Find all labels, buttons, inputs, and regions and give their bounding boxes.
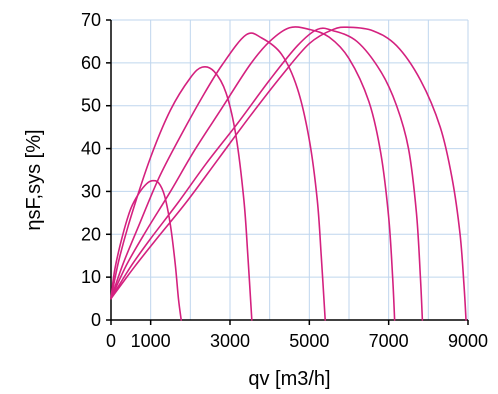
y-tick-label: 50 <box>81 96 101 116</box>
y-tick-label: 0 <box>91 310 101 330</box>
series-line-4 <box>110 26 396 321</box>
y-axis-title: ηsF,sys [%] <box>23 129 45 230</box>
y-tick-label: 30 <box>81 181 101 201</box>
y-tick-label: 60 <box>81 53 101 73</box>
series-line-2 <box>110 65 253 321</box>
series-line-6 <box>110 26 467 321</box>
x-tick-label: 3000 <box>210 331 250 351</box>
series-line-5 <box>110 27 424 321</box>
x-tick-label: 9000 <box>448 331 488 351</box>
x-tick-label: 0 <box>106 331 116 351</box>
series-group <box>110 26 467 321</box>
x-tick-label: 1000 <box>131 331 171 351</box>
x-tick-label: 7000 <box>369 331 409 351</box>
series-line-3 <box>110 32 326 321</box>
y-tick-label: 20 <box>81 224 101 244</box>
x-tick-label: 5000 <box>289 331 329 351</box>
tick-labels: 0 10 20 30 40 50 60 70 0 1000 3000 5000 7000 9000 <box>81 10 488 351</box>
y-tick-label: 40 <box>81 139 101 159</box>
axes <box>106 19 469 325</box>
y-tick-label: 70 <box>81 10 101 30</box>
series-line-1 <box>110 179 183 321</box>
x-axis-title: qv [m3/h] <box>248 368 330 390</box>
y-tick-label: 10 <box>81 267 101 287</box>
